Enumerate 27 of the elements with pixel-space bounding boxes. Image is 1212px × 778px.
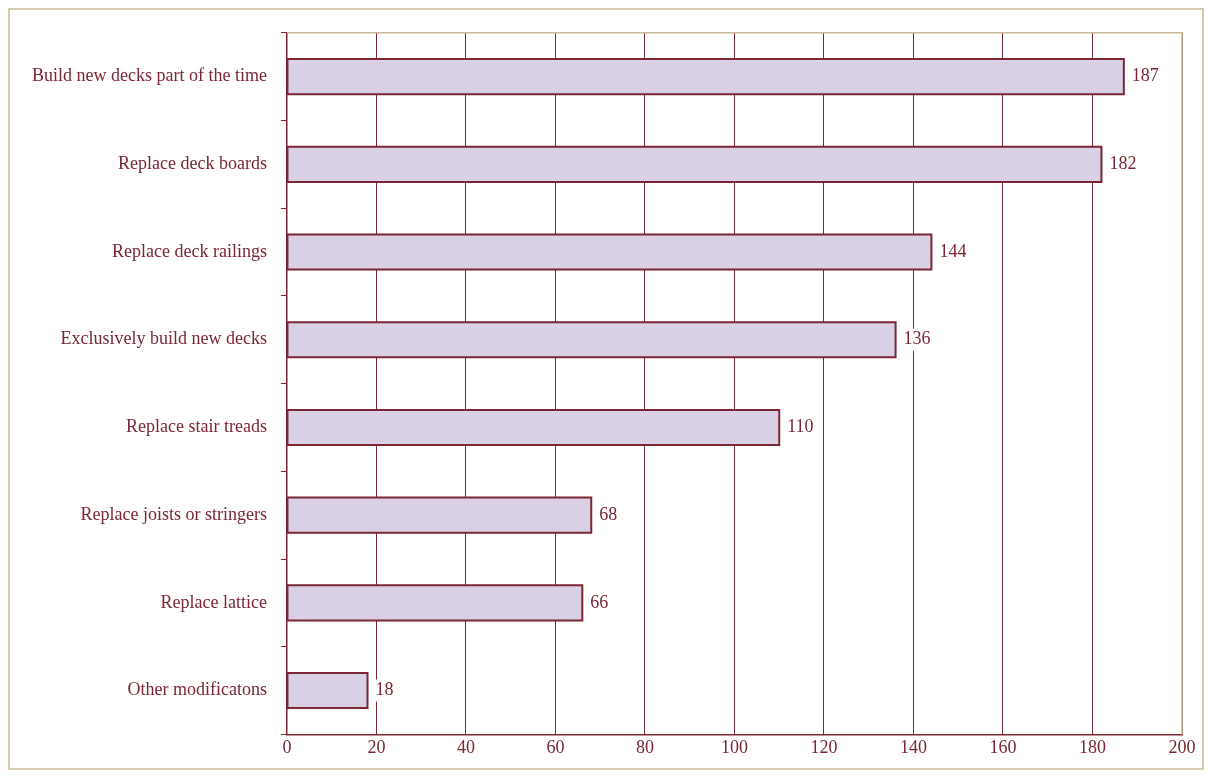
y-tick-label: Replace joists or stringers [80, 503, 267, 524]
y-tick-label: Other modificatons [127, 679, 267, 700]
x-tick-label: 200 [1168, 736, 1196, 757]
data-label: 182 [1109, 153, 1137, 174]
x-tick-label: 100 [720, 736, 748, 757]
x-tick-label: 0 [282, 736, 292, 757]
data-label: 18 [375, 679, 394, 700]
x-tick-label: 140 [899, 736, 927, 757]
data-label: 136 [903, 328, 931, 349]
x-tick-label: 40 [456, 736, 475, 757]
y-tick-label: Exclusively build new decks [60, 328, 267, 349]
x-tick-label: 20 [367, 736, 386, 757]
y-tick-label: Replace deck railings [112, 240, 267, 261]
data-label: 187 [1131, 65, 1159, 86]
x-tick-label: 180 [1078, 736, 1106, 757]
x-tick-label: 120 [810, 736, 838, 757]
y-tick-label: Replace stair treads [126, 416, 267, 437]
data-label: 144 [939, 240, 967, 261]
y-tick-label: Replace lattice [160, 591, 267, 612]
x-tick-label: 60 [546, 736, 565, 757]
data-label: 110 [787, 416, 814, 437]
data-label: 66 [590, 591, 609, 612]
y-tick-label: Build new decks part of the time [31, 65, 267, 86]
x-tick-label: 160 [989, 736, 1017, 757]
data-label: 68 [599, 503, 618, 524]
x-tick-label: 80 [635, 736, 654, 757]
y-tick-label: Replace deck boards [118, 153, 267, 174]
